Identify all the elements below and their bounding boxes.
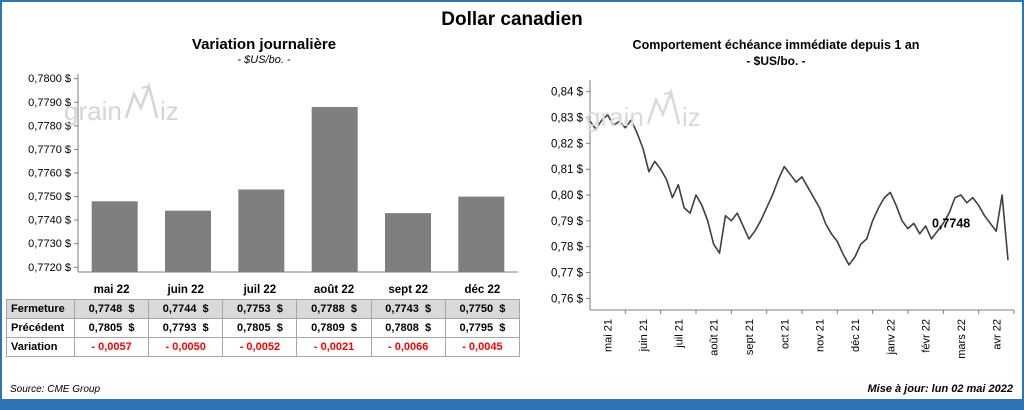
cell-1-0: 0,7805 $ xyxy=(73,318,150,338)
updated-note: Mise à jour: lun 02 mai 2022 xyxy=(867,383,1013,395)
row-label-0: Fermeture xyxy=(6,299,75,319)
month-header-1: juin 22 xyxy=(167,284,204,296)
daily-variation-panel: Variation journalière - $US/bo. - 0,7720… xyxy=(6,36,522,357)
cell-0-4: 0,7743 $ xyxy=(370,299,446,319)
price-line xyxy=(589,114,1009,266)
cell-0-1: 0,7744 $ xyxy=(148,299,224,319)
bar-chart: 0,7720 $ 0,7730 $ 0,7740 $ 0,7750 $ 0,7760 $… xyxy=(28,73,518,274)
cell-1-2: 0,7805 $ xyxy=(222,318,298,338)
table-corner-cell xyxy=(7,280,75,300)
month-header-2: juil 22 xyxy=(243,284,277,296)
x-tick-label-1: juin 21 xyxy=(638,319,650,352)
table-row-2: Variation - 0,0057- 0,0050- 0,0052- 0,002… xyxy=(6,337,521,357)
y-tick-label: 0,7720 $ xyxy=(28,262,71,274)
cell-1-4: 0,7808 $ xyxy=(370,318,446,338)
cell-0-5: 0,7750 $ xyxy=(444,299,521,319)
month-header-5: déc 22 xyxy=(464,284,501,296)
x-tick-label-3: août 21 xyxy=(709,319,721,356)
cell-1-5: 0,7795 $ xyxy=(444,318,521,338)
cell-2-5: - 0,0045 xyxy=(444,337,521,357)
y-tick-label: 0,7760 $ xyxy=(28,168,71,180)
x-tick-label-11: avr 22 xyxy=(991,319,1003,350)
page-title: Dollar canadien xyxy=(441,9,583,30)
source-note: Source: CME Group xyxy=(10,384,101,395)
one-year-panel: Comportement échéance immédiate depuis 1… xyxy=(530,38,1022,380)
cell-0-3: 0,7788 $ xyxy=(296,299,372,319)
cell-0-2: 0,7753 $ xyxy=(222,299,298,319)
y-tick-label: 0,7740 $ xyxy=(28,215,71,227)
cell-1-1: 0,7793 $ xyxy=(148,318,224,338)
y-tick-label: 0,81 $ xyxy=(551,164,584,176)
y-tick-label: 0,76 $ xyxy=(551,293,584,305)
x-tick-label-4: sept 21 xyxy=(744,319,756,355)
bar-4 xyxy=(385,213,431,272)
x-tick-label-5: oct 21 xyxy=(779,319,791,349)
y-tick-label: 0,84 $ xyxy=(551,87,584,99)
y-tick-label: 0,7750 $ xyxy=(28,191,71,203)
cell-1-3: 0,7809 $ xyxy=(296,318,372,338)
month-header-0: mai 22 xyxy=(93,284,130,296)
bar-3 xyxy=(311,107,358,272)
table-row-0: Fermeture 0,7748 $0,7744 $0,7753 $0,7788 … xyxy=(6,299,521,319)
x-tick-label-2: juil 21 xyxy=(673,319,685,349)
y-tick-label: 0,80 $ xyxy=(551,190,584,202)
values-table: mai 22 juin 22 juil 22 août 22 sept 22 déc 22… xyxy=(6,280,521,357)
bar-chart-subtitle: - $US/bo. - xyxy=(237,54,291,66)
y-tick-label: 0,78 $ xyxy=(551,242,584,254)
x-tick-label-6: nov 21 xyxy=(815,319,827,352)
cell-2-4: - 0,0066 xyxy=(370,337,446,357)
y-tick-label: 0,7780 $ xyxy=(28,120,71,132)
bar-0 xyxy=(91,201,138,272)
table-row-1: Précédent 0,7805 $0,7793 $0,7805 $0,7809 … xyxy=(6,318,521,338)
bar-chart-title: Variation journalière xyxy=(191,36,337,53)
y-tick-label: 0,7790 $ xyxy=(28,97,71,109)
x-tick-label-10: mars 22 xyxy=(956,319,968,359)
bar-2 xyxy=(238,189,285,272)
line-chart-title: Comportement échéance immédiate depuis 1… xyxy=(632,38,920,52)
y-tick-label: 0,7730 $ xyxy=(28,238,71,250)
line-chart-subtitle: - $US/bo. - xyxy=(746,54,806,68)
x-tick-label-8: janv 22 xyxy=(885,319,897,355)
bar-5 xyxy=(458,196,505,272)
y-tick-label: 0,7800 $ xyxy=(28,73,71,85)
y-tick-label: 0,7770 $ xyxy=(28,144,71,156)
line-chart: 0,76 $ 0,77 $ 0,78 $ 0,79 $ 0,80 $ 0,81 $ 0,82… xyxy=(551,80,1015,359)
x-tick-label-9: févr 22 xyxy=(921,319,933,353)
cell-2-2: - 0,0052 xyxy=(222,337,298,357)
row-label-1: Précédent xyxy=(6,318,75,338)
month-header-3: août 22 xyxy=(313,284,355,296)
month-header-4: sept 22 xyxy=(388,284,429,296)
x-tick-label-7: déc 21 xyxy=(850,319,862,352)
y-tick-label: 0,83 $ xyxy=(551,113,584,125)
cell-2-3: - 0,0021 xyxy=(296,337,372,357)
last-price-annotation: 0,7748 xyxy=(932,216,970,230)
table-months-row: mai 22 juin 22 juil 22 août 22 sept 22 déc 22 xyxy=(7,280,520,300)
y-tick-label: 0,82 $ xyxy=(551,138,584,150)
cell-2-0: - 0,0057 xyxy=(73,337,150,357)
row-label-2: Variation xyxy=(6,337,75,357)
cell-0-0: 0,7748 $ xyxy=(73,299,150,319)
y-tick-label: 0,77 $ xyxy=(551,268,584,280)
bar-1 xyxy=(165,210,211,272)
cell-2-1: - 0,0050 xyxy=(148,337,224,357)
x-tick-label-0: mai 21 xyxy=(603,319,615,352)
bottom-accent-bar xyxy=(2,399,1022,408)
y-tick-label: 0,79 $ xyxy=(551,216,584,228)
